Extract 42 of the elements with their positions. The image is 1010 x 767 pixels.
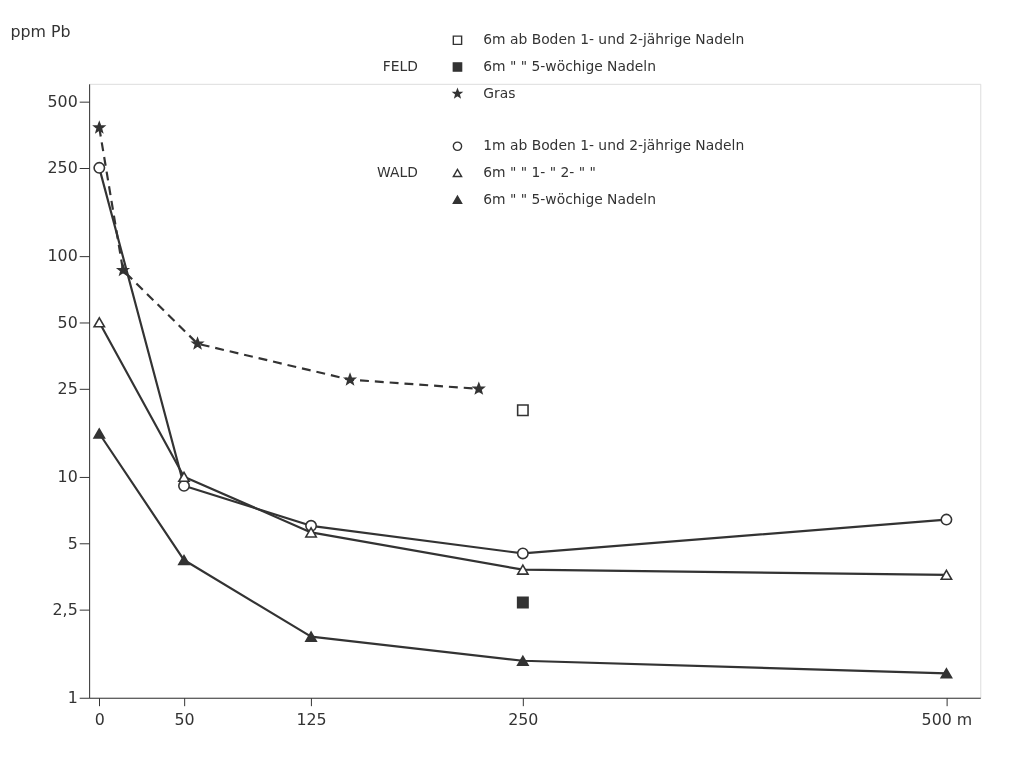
point xyxy=(516,547,529,560)
y-tick-label: 2,5 xyxy=(52,600,78,620)
y-tick-label: 5 xyxy=(67,533,78,553)
x-tick-label: 500 m xyxy=(921,709,973,729)
y-tick-label: 50 xyxy=(57,312,78,332)
legend-label: Gras xyxy=(483,84,516,101)
x-tick-label: 0 xyxy=(94,709,105,729)
legend-label: 1m ab Boden 1- und 2-jährige Nadeln xyxy=(483,137,745,154)
y-tick-label: 1 xyxy=(67,688,78,708)
point xyxy=(93,161,106,174)
point xyxy=(93,317,106,328)
y-tick-label: 100 xyxy=(47,246,78,266)
x-tick-label: 125 xyxy=(296,709,327,729)
point xyxy=(940,513,953,526)
point xyxy=(516,564,529,575)
point xyxy=(93,428,106,439)
y-tick-label: 25 xyxy=(57,379,78,399)
point xyxy=(344,373,356,385)
point xyxy=(305,631,318,642)
y-tick-label: 250 xyxy=(47,158,78,178)
point xyxy=(516,404,529,417)
legend-label: 6m " " 5-wöchige Nadeln xyxy=(483,190,656,207)
point xyxy=(178,471,190,483)
annotation: WALD xyxy=(377,163,418,180)
y-axis-title: ppm Pb xyxy=(10,21,71,41)
text: FELD xyxy=(382,57,418,74)
point xyxy=(191,337,204,349)
point xyxy=(178,554,190,566)
point xyxy=(117,264,129,276)
point xyxy=(305,527,318,538)
y-tick-label: 500 xyxy=(47,91,78,111)
point xyxy=(940,569,953,581)
point xyxy=(516,596,529,609)
legend-label: 6m ab Boden 1- und 2-jährige Nadeln xyxy=(483,31,745,48)
point xyxy=(93,121,106,133)
point xyxy=(516,655,529,667)
point xyxy=(940,668,953,679)
legend-label: 6m " " 5-wöchige Nadeln xyxy=(483,57,656,74)
y-tick-label: 10 xyxy=(57,467,78,487)
x-tick-label: 50 xyxy=(174,709,195,729)
legend-label: 6m " " 1- " 2- " " xyxy=(483,163,596,180)
x-tick-label: 250 xyxy=(508,709,539,729)
